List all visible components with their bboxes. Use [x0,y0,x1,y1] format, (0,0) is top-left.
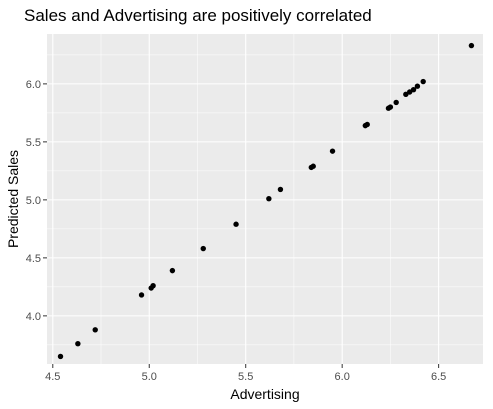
y-tick-label: 4.5 [26,253,41,265]
y-tick-label: 5.5 [26,137,41,149]
data-point [57,353,64,360]
data-point [310,163,316,169]
y-tick-label: 6.0 [26,79,41,91]
data-point [468,42,475,49]
chart-title: Sales and Advertising are positively cor… [24,6,372,25]
x-tick-label: 6.5 [431,371,446,383]
data-point [410,86,417,93]
y-tick-label: 4.0 [26,311,41,323]
data-point [387,104,394,110]
data-point [75,341,81,347]
data-point [364,121,370,128]
x-tick-label: 4.5 [45,371,60,383]
data-point [150,283,156,289]
data-point [393,99,399,106]
data-point [414,83,421,89]
data-point [233,221,239,227]
data-point [420,78,426,85]
data-point [266,196,272,202]
y-tick-label: 5.0 [26,195,41,207]
major-gridlines [47,34,483,364]
y-axis: 4.0 4.5 5.0 5.5 6.0 [26,79,47,323]
data-point [277,186,284,193]
data-point [92,327,98,333]
x-tick-label: 6.0 [335,371,350,383]
data-point [329,148,336,154]
x-axis: 4.5 5.0 5.5 6.0 6.5 [45,364,446,383]
x-tick-label: 5.5 [238,371,253,383]
x-tick-label: 5.0 [142,371,157,383]
data-point [200,245,206,252]
data-point [138,292,145,298]
data-points [57,42,475,360]
plot-panel [47,34,483,364]
y-axis-title: Predicted Sales [5,150,21,248]
data-point [169,267,176,274]
x-axis-title: Advertising [230,386,299,402]
minor-gridlines [47,34,483,364]
